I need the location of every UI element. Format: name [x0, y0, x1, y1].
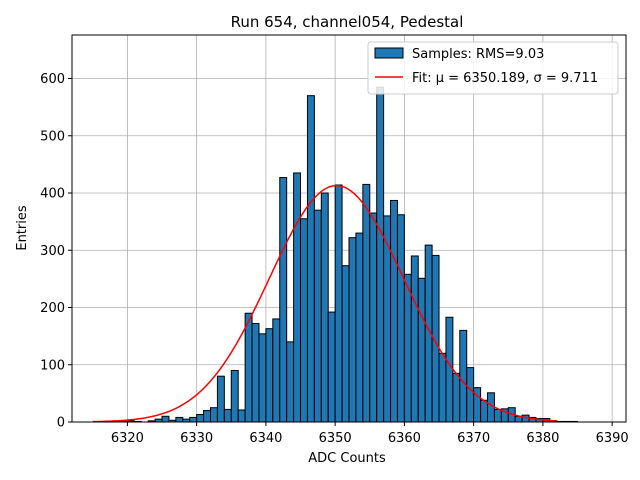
histogram-bar: [369, 212, 378, 423]
histogram-bar: [452, 372, 461, 423]
histogram-bar: [466, 367, 475, 423]
x-tick-label: 6390: [596, 431, 629, 446]
histogram-bar: [341, 265, 350, 423]
histogram-bar: [410, 255, 419, 423]
histogram-bar: [196, 414, 205, 423]
histogram-bar: [161, 415, 170, 423]
histogram-bar: [223, 408, 232, 423]
histogram-bar: [286, 341, 295, 423]
histogram-bar: [265, 328, 274, 423]
legend-histogram-label: Samples: RMS=9.03: [412, 47, 544, 62]
histogram-bar: [355, 232, 364, 423]
y-axis-label: Entries: [15, 205, 30, 251]
y-tick-label: 500: [40, 129, 65, 144]
axes-frame: [71, 34, 627, 423]
y-tick-label: 100: [40, 358, 65, 373]
histogram-bar: [438, 352, 447, 423]
histogram-bar: [251, 323, 260, 423]
histogram-bar: [362, 183, 371, 423]
histogram-bar: [293, 172, 302, 423]
histogram-bar: [493, 408, 502, 423]
histogram-bar: [189, 416, 198, 423]
y-tick-label: 200: [40, 301, 65, 316]
x-axis-label: ADC Counts: [308, 451, 386, 466]
x-tick-label: 6330: [180, 431, 213, 446]
chart-title: Run 654, channel054, Pedestal: [231, 13, 464, 31]
x-tick-label: 6350: [319, 431, 352, 446]
histogram-bar: [383, 215, 392, 423]
legend: Samples: RMS=9.03 Fit: μ = 6350.189, σ =…: [367, 41, 619, 95]
histogram-bar: [237, 409, 246, 423]
x-tick-label: 6340: [249, 431, 282, 446]
histogram-bar: [258, 333, 267, 423]
histogram-bar: [279, 177, 288, 423]
histogram-bar: [348, 237, 357, 423]
histogram-bar: [210, 407, 218, 423]
histogram-bar: [390, 199, 398, 423]
histogram-bar: [334, 184, 343, 423]
histogram-bar: [445, 316, 454, 423]
histogram-bar: [203, 410, 211, 423]
x-tick-label: 6380: [526, 431, 559, 446]
histogram-bar: [396, 214, 405, 423]
histogram-bar: [230, 369, 239, 423]
histogram-bar: [313, 209, 322, 423]
histogram-bar: [306, 95, 315, 423]
histogram-bar: [459, 329, 468, 423]
histogram-bar: [487, 392, 495, 423]
histogram-bar: [175, 416, 184, 423]
histogram-bar: [480, 399, 489, 423]
y-tick-label: 600: [40, 72, 65, 87]
legend-box: [367, 41, 619, 95]
histogram-bar: [272, 318, 281, 423]
histogram-bar: [403, 273, 412, 423]
histogram-bar: [327, 311, 336, 423]
legend-fit-label: Fit: μ = 6350.189, σ = 9.711: [412, 71, 598, 86]
legend-histogram-swatch: [374, 47, 404, 59]
histogram-bar: [216, 375, 225, 423]
histogram-bar: [320, 192, 329, 423]
fit-curve: [92, 184, 557, 423]
y-tick-label: 400: [40, 187, 65, 202]
x-tick-label: 6320: [111, 431, 144, 446]
histogram-bar: [376, 86, 385, 423]
y-tick-label: 300: [40, 244, 65, 259]
histogram-bar: [417, 277, 426, 423]
histogram-bar: [244, 312, 253, 423]
axis-ticks: 6320 6330 6340 6350 6360 6370 6380 6390 0 100 200 3…: [40, 72, 629, 446]
x-tick-label: 6360: [388, 431, 421, 446]
y-tick-label: 0: [57, 416, 65, 431]
x-tick-label: 6370: [457, 431, 490, 446]
histogram-bar: [300, 218, 308, 423]
